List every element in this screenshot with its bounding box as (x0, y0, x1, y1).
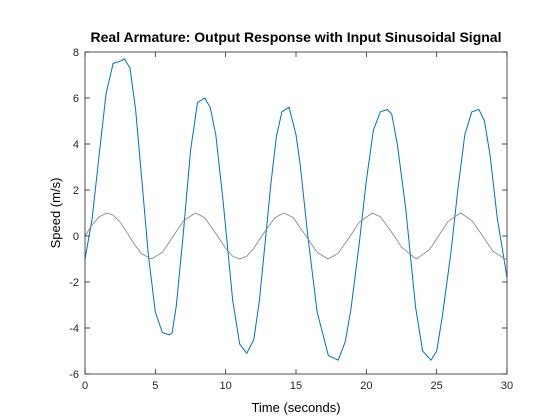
y-tick-label: -4 (69, 323, 79, 335)
x-axis-title: Time (seconds) (251, 400, 340, 415)
y-tick-label: 0 (73, 231, 79, 243)
x-tick-label: 15 (290, 380, 302, 392)
series-layer (84, 58, 508, 361)
ticks-layer: 0 5 10 15 20 25 30 -6 -4 -2 0 2 4 6 8 (69, 47, 513, 392)
y-axis-title: Speed (m/s) (48, 178, 63, 249)
x-tick-label: 5 (152, 380, 158, 392)
chart-title: Real Armature: Output Response with Inpu… (91, 29, 502, 45)
x-tick-label: 30 (501, 380, 513, 392)
y-tick-label: -2 (69, 277, 79, 289)
x-tick-label: 25 (431, 380, 443, 392)
plot-area (85, 52, 507, 374)
y-tick-label: 2 (73, 185, 79, 197)
series-line-2 (84, 212, 508, 260)
y-tick-label: -6 (69, 369, 79, 381)
x-tick-label: 0 (82, 380, 88, 392)
x-tick-label: 20 (360, 380, 372, 392)
y-tick-label: 6 (73, 93, 79, 105)
y-tick-label: 4 (73, 139, 79, 151)
y-tick-label: 8 (73, 47, 79, 59)
series-line-1 (84, 58, 508, 361)
x-tick-label: 10 (220, 380, 232, 392)
